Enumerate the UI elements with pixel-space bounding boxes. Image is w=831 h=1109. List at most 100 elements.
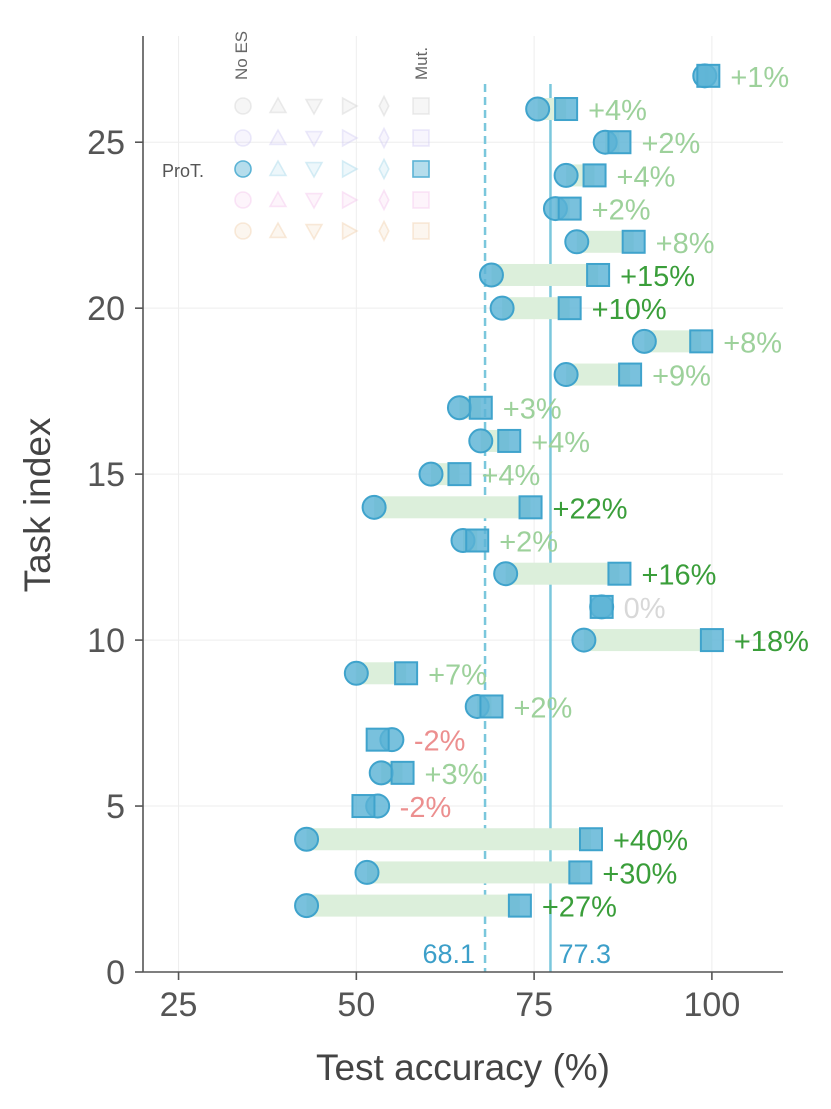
no-es-marker bbox=[553, 162, 579, 188]
delta-label: +2% bbox=[513, 692, 572, 724]
mut-marker bbox=[607, 130, 632, 155]
legend-marker-circle bbox=[234, 222, 252, 240]
y-tick-label: 5 bbox=[106, 788, 125, 826]
legend-marker-circle bbox=[234, 97, 252, 115]
improvement-bar bbox=[356, 662, 407, 685]
improvement-bar bbox=[374, 496, 531, 519]
mut-marker bbox=[390, 760, 415, 785]
mut-marker bbox=[621, 229, 646, 254]
mut-marker bbox=[365, 727, 390, 752]
reference-lines: 68.1 77.3 bbox=[422, 84, 611, 972]
delta-label: +10% bbox=[592, 294, 667, 326]
mut-marker bbox=[465, 528, 490, 553]
delta-label: +4% bbox=[481, 460, 540, 492]
delta-label: +18% bbox=[734, 626, 809, 658]
legend-column-label: No ES bbox=[232, 31, 251, 80]
delta-label: +9% bbox=[652, 361, 711, 393]
improvement-bar bbox=[491, 263, 599, 286]
mean-line-label: 77.3 bbox=[558, 939, 611, 969]
delta-label: +2% bbox=[641, 128, 700, 160]
legend-marker-square bbox=[412, 160, 430, 178]
legend: No ES Mut. ProT. bbox=[162, 31, 431, 243]
axes: 25 50 75 100 0 5 10 15 20 25 bbox=[87, 36, 783, 1024]
mut-marker bbox=[351, 794, 376, 819]
legend-marker-diamond bbox=[378, 219, 390, 243]
delta-label: +1% bbox=[730, 62, 789, 94]
legend-column-label: Mut. bbox=[412, 47, 431, 80]
delta-label: -2% bbox=[400, 792, 452, 824]
legend-marker-tri-up bbox=[268, 128, 288, 146]
y-tick-label: 25 bbox=[87, 124, 125, 162]
delta-labels: +1%+4%+2%+4%+2%+8%+15%+10%+8%+9%+3%+4%+4… bbox=[400, 62, 809, 924]
mut-marker bbox=[507, 893, 532, 918]
legend-marker-square bbox=[412, 222, 430, 240]
delta-label: 0% bbox=[624, 593, 666, 625]
delta-label: +16% bbox=[641, 560, 716, 592]
legend-marker-tri-up bbox=[268, 221, 288, 239]
legend-marker-diamond bbox=[378, 157, 390, 181]
legend-marker-diamond bbox=[378, 94, 390, 118]
delta-label: +40% bbox=[613, 825, 688, 857]
legend-marker-diamond bbox=[378, 126, 390, 150]
mut-marker bbox=[582, 163, 607, 188]
mut-marker bbox=[589, 594, 614, 619]
delta-label: +2% bbox=[499, 527, 558, 559]
mut-marker bbox=[497, 428, 522, 453]
improvement-bar bbox=[367, 861, 581, 884]
legend-marker-tri-down bbox=[304, 223, 324, 241]
improvement-bar bbox=[644, 330, 702, 353]
mut-marker bbox=[568, 860, 593, 885]
no-es-marker bbox=[368, 760, 394, 786]
legend-marker-circle bbox=[234, 160, 252, 178]
legend-marker-circle bbox=[234, 191, 252, 209]
delta-label: +8% bbox=[656, 228, 715, 260]
improvement-bar bbox=[583, 629, 712, 652]
mut-marker bbox=[447, 462, 472, 487]
no-es-marker bbox=[354, 859, 380, 885]
no-es-marker bbox=[493, 561, 519, 587]
delta-label: +3% bbox=[425, 759, 484, 791]
x-tick-label: 25 bbox=[160, 986, 198, 1024]
delta-label: +30% bbox=[602, 858, 677, 890]
legend-marker-tri-right bbox=[341, 221, 359, 241]
no-es-marker bbox=[418, 461, 444, 487]
improvement-bar bbox=[502, 297, 570, 320]
legend-marker-tri-up bbox=[268, 159, 288, 177]
improvement-bar bbox=[505, 562, 620, 585]
y-tick-label: 15 bbox=[87, 456, 125, 494]
delta-label: +4% bbox=[531, 427, 590, 459]
legend-marker-tri-down bbox=[304, 98, 324, 116]
mut-marker bbox=[699, 628, 724, 653]
legend-marker-tri-up bbox=[268, 96, 288, 114]
legend-marker-tri-right bbox=[341, 190, 359, 210]
legend-marker-circle bbox=[234, 129, 252, 147]
no-es-marker bbox=[489, 295, 515, 321]
legend-marker-square bbox=[412, 191, 430, 209]
no-es-marker bbox=[525, 96, 551, 122]
delta-label: +2% bbox=[592, 195, 651, 227]
legend-marker-tri-down bbox=[304, 130, 324, 148]
mut-marker bbox=[518, 495, 543, 520]
improvement-bar bbox=[566, 363, 631, 386]
mut-marker bbox=[618, 362, 643, 387]
delta-label: +4% bbox=[588, 95, 647, 127]
legend-marker-diamond bbox=[378, 188, 390, 212]
mean-line-label: 68.1 bbox=[422, 939, 475, 969]
mut-marker bbox=[479, 694, 504, 719]
no-es-marker bbox=[478, 262, 504, 288]
mut-marker bbox=[394, 661, 419, 686]
no-es-marker bbox=[468, 428, 494, 454]
x-tick-label: 50 bbox=[337, 986, 375, 1024]
y-tick-label: 0 bbox=[106, 954, 125, 992]
delta-label: +27% bbox=[542, 892, 617, 924]
delta-label: +22% bbox=[553, 493, 628, 525]
legend-row-label: ProT. bbox=[162, 161, 204, 181]
y-axis-title: Task index bbox=[17, 417, 58, 592]
delta-label: -2% bbox=[414, 726, 466, 758]
no-es-marker bbox=[294, 826, 320, 852]
improvement-bar bbox=[306, 894, 520, 917]
mut-marker bbox=[586, 262, 611, 287]
legend-marker-tri-down bbox=[304, 161, 324, 179]
y-tick-label: 20 bbox=[87, 290, 125, 328]
